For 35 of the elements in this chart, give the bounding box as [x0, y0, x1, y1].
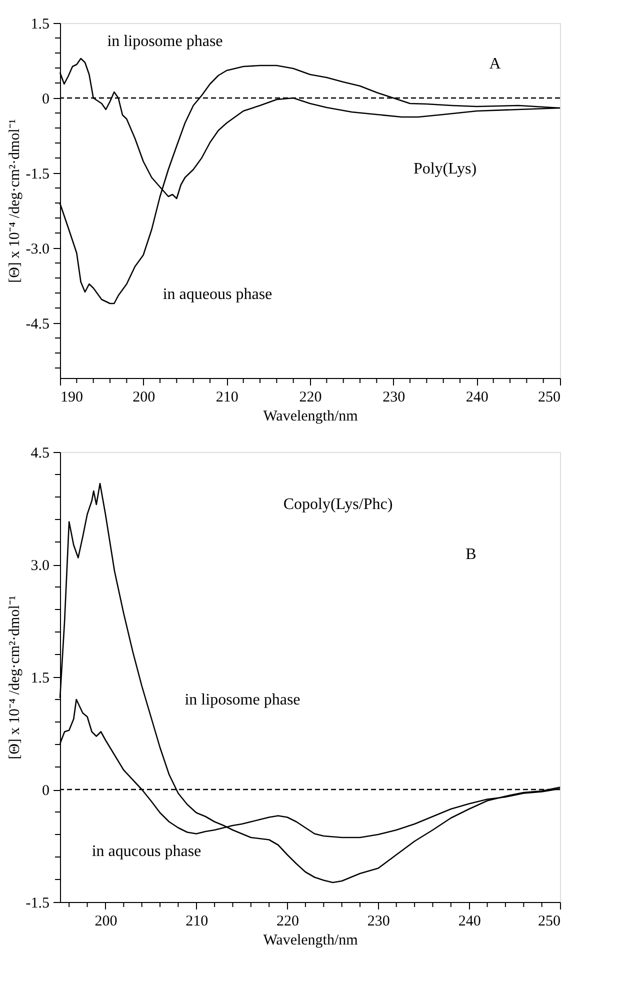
- y-tick-label: 3.0: [30, 558, 50, 574]
- annotation: B: [466, 546, 476, 564]
- x-tick-label: 250: [538, 914, 560, 930]
- x-tick-label: 220: [299, 390, 322, 406]
- x-axis-title: Wavelength/nm: [263, 932, 358, 948]
- x-tick-label: 190: [60, 390, 83, 406]
- y-tick-label: 0: [42, 92, 50, 108]
- x-tick-label: 220: [276, 914, 300, 930]
- text: in aqueous phase: [162, 286, 272, 303]
- x-tick-label: 200: [132, 390, 156, 406]
- x-tick-label: 240: [458, 914, 481, 930]
- series-label: in liposome phase: [107, 32, 223, 50]
- text: in liposome phase: [184, 692, 300, 708]
- x-axis-title: Wavelength/nm: [263, 408, 358, 424]
- y-tick-label: 1.5: [30, 16, 50, 32]
- y-tick-label: 1.5: [30, 670, 50, 686]
- annotation: A: [489, 55, 502, 72]
- y-tick-label: -1.5: [26, 896, 50, 912]
- x-tick-label: 210: [186, 914, 208, 930]
- y-axis-title: [Θ] x 10⁻⁴ /deg·cm²·dmol⁻¹: [6, 596, 23, 760]
- y-tick-label: 4.5: [30, 446, 50, 462]
- x-tick-label: 200: [94, 914, 118, 930]
- series-label: in aqucous phase: [92, 843, 202, 860]
- x-tick-label: 230: [382, 390, 406, 406]
- y-tick-label: -1.5: [26, 166, 50, 182]
- y-tick-label: -4.5: [26, 316, 50, 332]
- y-tick-label: -3.0: [26, 242, 50, 258]
- annotation: Poly(Lys): [413, 160, 477, 178]
- x-tick-label: 250: [538, 390, 560, 406]
- x-tick-label: 240: [466, 390, 488, 406]
- x-tick-label: 230: [367, 914, 390, 930]
- annotation: Copoly(Lys/Phc): [283, 496, 393, 513]
- x-tick-label: 210: [216, 390, 238, 406]
- y-tick-label: 0: [42, 783, 50, 799]
- y-axis-title: [Θ] x 10⁻⁴ /deg·cm²·dmol⁻¹: [6, 119, 23, 283]
